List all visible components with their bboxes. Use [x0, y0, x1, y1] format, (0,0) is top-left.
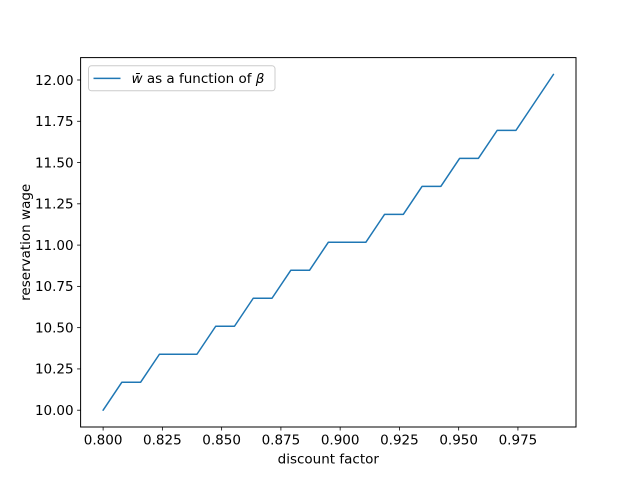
y-tick-label: 10.25	[35, 362, 74, 378]
x-tick-label: 0.800	[84, 433, 123, 449]
x-tick-label: 0.925	[380, 433, 419, 449]
y-tick-label: 11.75	[35, 114, 74, 130]
x-tick-label: 0.950	[439, 433, 478, 449]
plot-border	[80, 57, 577, 428]
y-tick-label: 10.00	[35, 403, 74, 419]
y-tick-label: 10.50	[35, 320, 74, 336]
x-tick-label: 0.825	[143, 433, 182, 449]
legend: w̄ as a function of β	[88, 65, 276, 92]
legend-label: w̄ as a function of β	[132, 71, 265, 87]
y-tick-label: 12.00	[35, 73, 74, 89]
x-tick-label: 0.975	[499, 433, 538, 449]
x-tick-label: 0.850	[202, 433, 241, 449]
x-tick-label: 0.875	[262, 433, 301, 449]
x-tick-label: 0.900	[321, 433, 360, 449]
y-tick-label: 11.00	[35, 238, 74, 254]
y-axis-label: reservation wage	[18, 184, 34, 301]
y-tick-label: 11.50	[35, 155, 74, 171]
x-axis-label: discount factor	[278, 452, 380, 468]
plot-line	[102, 73, 555, 411]
y-tick-label: 10.75	[35, 279, 74, 295]
legend-box	[88, 65, 276, 92]
y-tick-label: 11.25	[35, 197, 74, 213]
